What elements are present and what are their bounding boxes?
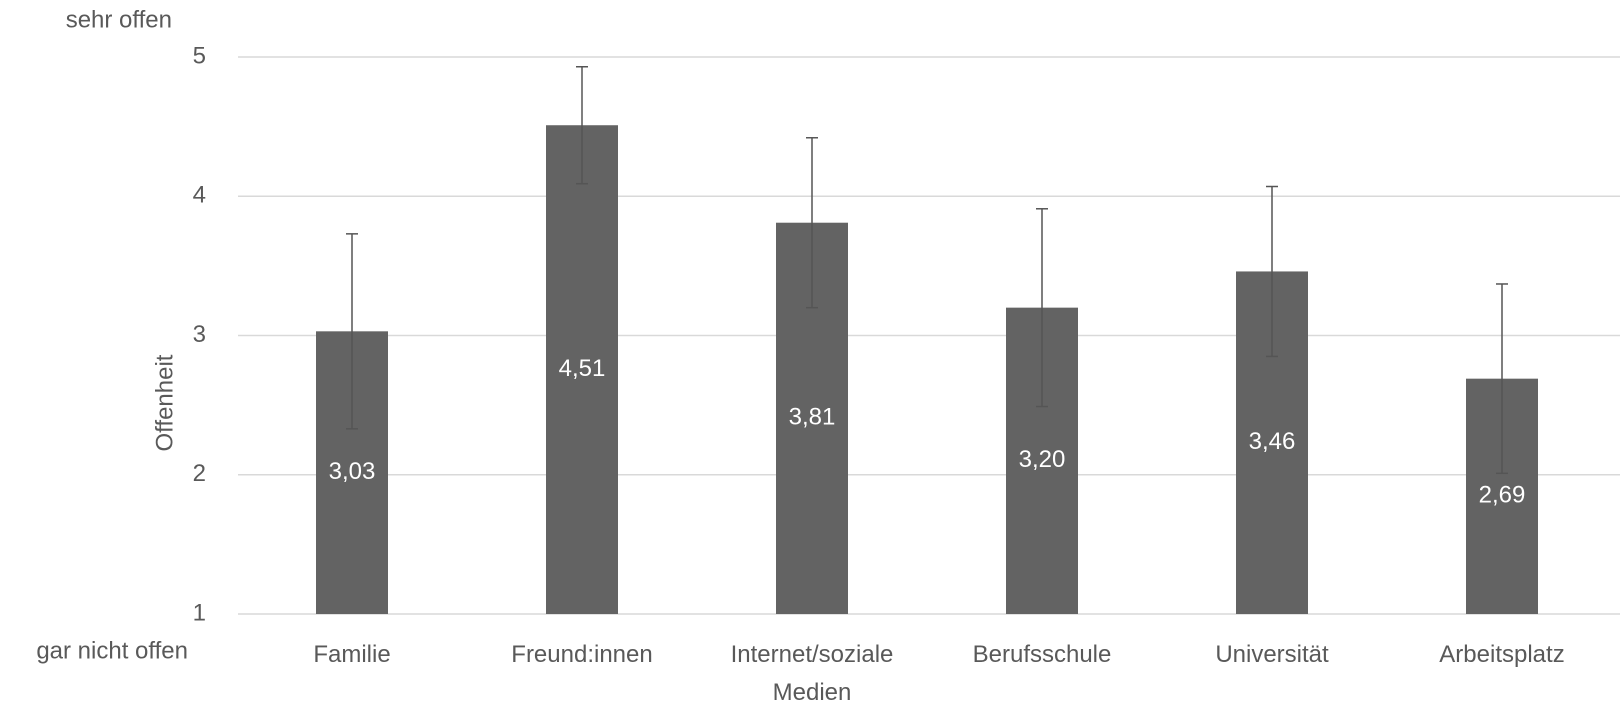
y-tick-label: 3 xyxy=(193,321,206,348)
top-annotation: sehr offen xyxy=(66,6,172,33)
x-tick-label: Internet/soziale Medien xyxy=(730,641,894,706)
value-label: 4,51 xyxy=(559,355,606,382)
y-axis-title: Offenheit xyxy=(151,354,178,451)
bottom-annotation: gar nicht offen xyxy=(36,637,188,664)
x-tick-label: Familie xyxy=(313,641,391,668)
x-tick-label: Arbeitsplatz xyxy=(1439,641,1565,668)
y-tick-label: 4 xyxy=(193,182,206,209)
value-label: 2,69 xyxy=(1479,482,1526,509)
x-tick-label: Berufsschule xyxy=(972,641,1112,668)
value-label: 3,03 xyxy=(329,458,376,485)
y-tick-label: 2 xyxy=(193,460,206,487)
x-tick-label: Universität xyxy=(1215,641,1329,668)
y-tick-label: 1 xyxy=(193,599,206,626)
bar xyxy=(546,125,618,615)
value-label: 3,81 xyxy=(789,404,836,431)
x-tick-label: Freund:innen xyxy=(511,641,653,668)
value-label: 3,46 xyxy=(1249,428,1296,455)
value-label: 3,20 xyxy=(1019,446,1066,473)
y-tick-label: 5 xyxy=(193,42,206,69)
